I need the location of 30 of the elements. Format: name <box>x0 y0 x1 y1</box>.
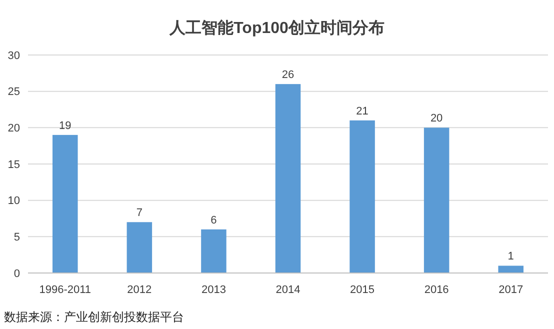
data-label: 19 <box>59 120 72 132</box>
data-label: 20 <box>430 112 443 125</box>
bar <box>201 229 226 273</box>
y-tick-label: 20 <box>8 122 20 135</box>
data-label: 21 <box>356 105 368 118</box>
bar <box>52 134 78 273</box>
y-tick-label: 15 <box>8 158 20 171</box>
x-tick-label: 2015 <box>350 284 375 296</box>
data-label: 26 <box>282 69 294 82</box>
bar <box>350 120 375 273</box>
data-label: 1 <box>508 250 514 263</box>
y-tick-label: 30 <box>8 50 20 62</box>
chart-title: 人工智能Top100创立时间分布 <box>168 18 384 37</box>
data-label: 7 <box>136 207 142 220</box>
bar <box>275 84 301 273</box>
bar <box>424 128 450 273</box>
x-tick-label: 2012 <box>127 284 152 296</box>
y-tick-label: 5 <box>14 232 20 244</box>
y-tick-label: 25 <box>8 86 20 98</box>
y-tick-label: 0 <box>14 268 20 280</box>
bar <box>498 266 524 273</box>
x-tick-label: 2013 <box>201 284 226 296</box>
data-label: 6 <box>210 214 217 226</box>
x-tick-label: 1996-2011 <box>39 284 92 296</box>
x-tick-label: 2016 <box>424 284 449 296</box>
source-note: 数据来源：产业创新创投数据平台 <box>4 310 184 324</box>
x-tick-label: 2017 <box>498 284 524 296</box>
y-tick-label: 10 <box>8 195 20 208</box>
x-tick-label: 2014 <box>276 284 300 296</box>
bar <box>126 222 152 273</box>
